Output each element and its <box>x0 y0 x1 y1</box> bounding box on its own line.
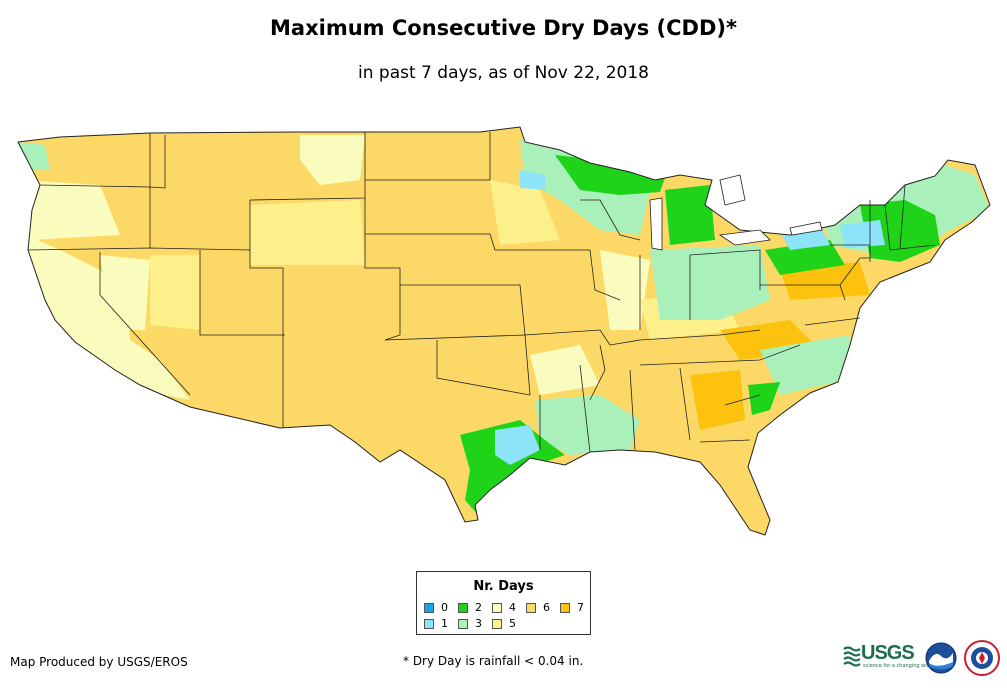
usgs-wordmark: USGS <box>861 642 915 664</box>
region-5-days-nevada <box>150 255 200 330</box>
region-1-day-minnesota <box>520 170 545 190</box>
region-4-days-ozarks <box>530 345 600 395</box>
us-outline <box>17 126 991 536</box>
legend-swatch-7 <box>560 603 570 613</box>
region-4-days-northwest <box>20 180 120 240</box>
legend: Nr. Days 0 1 2 3 4 5 6 7 <box>416 571 591 635</box>
region-5-days-wyoming <box>250 200 365 265</box>
region-1-day-new-york <box>840 220 885 248</box>
region-4-days-great-basin <box>100 255 150 330</box>
region-4-days-midwest <box>600 250 650 330</box>
map-subtitle: in past 7 days, as of Nov 22, 2018 <box>358 63 649 83</box>
legend-label-2: 2 <box>475 601 482 614</box>
region-1-day-east-texas <box>495 425 540 465</box>
legend-label-4: 4 <box>509 601 516 614</box>
legend-swatch-3 <box>458 619 468 629</box>
region-3-days-west-coast-wa <box>18 142 50 170</box>
region-2-days-ny-pa <box>765 240 845 275</box>
legend-label-5: 5 <box>509 617 516 630</box>
usgs-tagline: science for a changing world <box>863 663 935 669</box>
legend-label-3: 3 <box>475 617 482 630</box>
region-5-days-great-lakes-west <box>490 180 560 245</box>
region-3-days-gulf-coast <box>535 395 640 455</box>
legend-swatch-5 <box>492 619 502 629</box>
legend-label-7: 7 <box>577 601 584 614</box>
legend-swatch-6 <box>526 603 536 613</box>
legend-label-1: 1 <box>441 617 448 630</box>
legend-label-6: 6 <box>543 601 550 614</box>
region-4-days-montana <box>300 135 365 185</box>
nws-logo-icon <box>964 640 1000 676</box>
usgs-wave-icon <box>843 646 861 667</box>
region-3-days-southeast-coast <box>760 335 850 395</box>
legend-swatch-1 <box>424 619 434 629</box>
map-credit: Map Produced by USGS/EROS <box>10 655 188 669</box>
region-3-days-ohio-valley <box>650 245 770 320</box>
state-borders <box>27 132 936 453</box>
usgs-logo: USGS science for a changing world <box>843 642 935 670</box>
legend-label-0: 0 <box>441 601 448 614</box>
region-2-days-georgia-coast <box>748 382 780 415</box>
map-title: Maximum Consecutive Dry Days (CDD)* <box>270 16 737 40</box>
legend-title: Nr. Days <box>473 579 534 594</box>
region-7-days-georgia <box>690 370 745 430</box>
great-lakes <box>649 174 823 251</box>
noaa-logo-icon <box>925 642 957 674</box>
legend-swatch-2 <box>458 603 468 613</box>
region-2-days-texas-coast <box>460 420 565 515</box>
region-2-days-michigan <box>665 185 715 245</box>
legend-swatch-0 <box>424 603 434 613</box>
region-2-days-upper-peninsula <box>555 155 665 195</box>
legend-swatch-4 <box>492 603 502 613</box>
region-4-days-west-coast <box>18 230 190 400</box>
cdd-map <box>17 126 991 536</box>
dry-day-footnote: * Dry Day is rainfall < 0.04 in. <box>403 654 584 668</box>
